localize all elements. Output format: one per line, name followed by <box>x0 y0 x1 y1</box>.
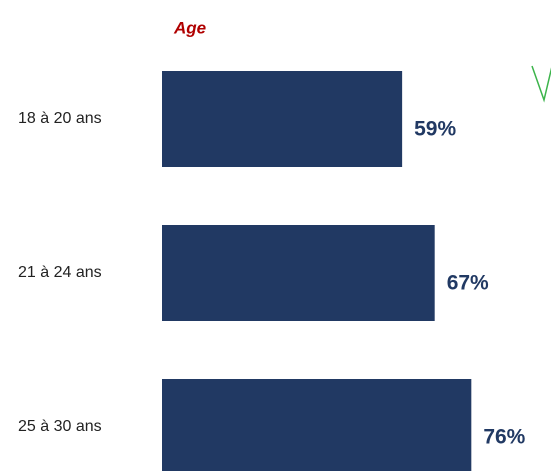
category-label: 18 à 20 ans <box>18 110 102 127</box>
decoration <box>531 65 551 103</box>
value-label: 76% <box>483 426 525 449</box>
bar <box>162 71 403 167</box>
bar <box>162 225 435 321</box>
category-label: 21 à 24 ans <box>18 264 102 281</box>
chart-title: Age <box>173 18 206 37</box>
category-label: 25 à 30 ans <box>18 418 102 435</box>
value-label: 59% <box>414 118 456 141</box>
value-label: 67% <box>447 272 489 295</box>
bar <box>162 379 472 471</box>
